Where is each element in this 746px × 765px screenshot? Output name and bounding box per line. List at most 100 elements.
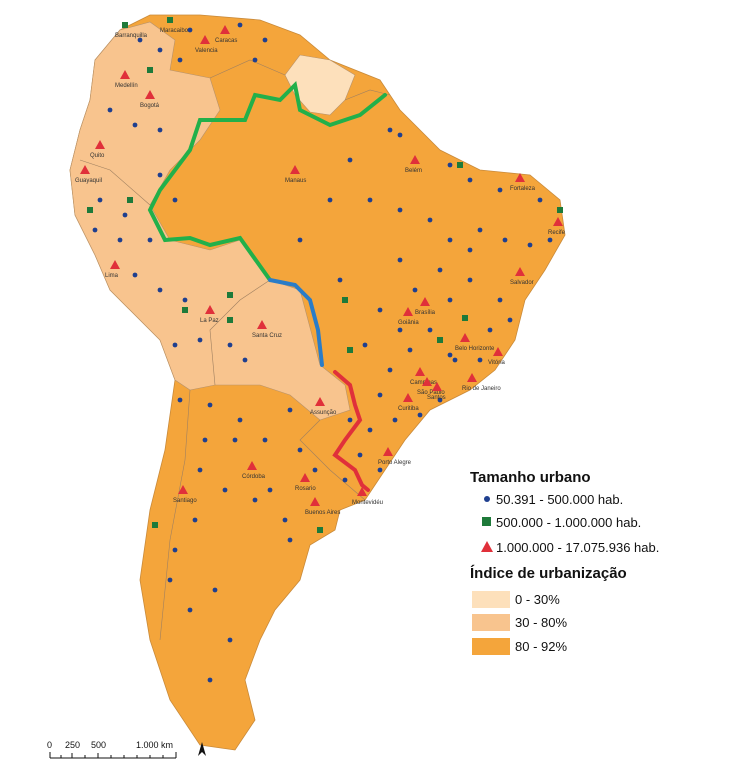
city-marker [167, 17, 173, 23]
mid-city [462, 315, 468, 321]
small-city [197, 337, 203, 343]
city-label: Lima [105, 273, 119, 279]
small-city [387, 127, 393, 133]
city-label: Santos [427, 395, 446, 401]
small-city [427, 327, 433, 333]
city-label: Goiânia [398, 320, 419, 326]
small-city [412, 287, 418, 293]
small-city [252, 57, 258, 63]
small-city [357, 452, 363, 458]
city-marker [110, 260, 120, 269]
legend-title: Tamanho urbano [470, 469, 591, 486]
city-marker [122, 22, 128, 28]
city-marker [515, 267, 525, 276]
mid-city [227, 292, 233, 298]
small-city [132, 272, 138, 278]
city-label: São Paulo [417, 390, 445, 396]
small-city [417, 412, 423, 418]
city-label: Buenos Aires [305, 510, 340, 516]
small-city [157, 172, 163, 178]
small-city [537, 197, 543, 203]
small-city [122, 212, 128, 218]
legend-item: 0 - 30% [515, 592, 560, 607]
small-city [157, 127, 163, 133]
region-30-80 [69, 21, 351, 421]
small-city [297, 237, 303, 243]
mid-city [557, 207, 563, 213]
small-city [157, 47, 163, 53]
small-city [477, 227, 483, 233]
small-city [387, 367, 393, 373]
small-city [397, 327, 403, 333]
mid-city [227, 317, 233, 323]
small-city [207, 402, 213, 408]
small-city [312, 467, 318, 473]
city-marker [420, 297, 430, 306]
city-label: Caracas [215, 38, 237, 44]
small-city [202, 437, 208, 443]
borders [79, 59, 391, 641]
city-marker [403, 393, 413, 402]
small-city [222, 487, 228, 493]
river-red [332, 370, 370, 492]
mid-city [127, 197, 133, 203]
city-marker [432, 382, 442, 391]
small-city [157, 287, 163, 293]
small-city [192, 517, 198, 523]
city-label: Santiago [173, 498, 197, 504]
city-marker [247, 461, 257, 470]
legend: Tamanho urbano 50.391 - 500.000 hab. 500… [470, 469, 659, 655]
small-city [337, 277, 343, 283]
border [209, 59, 286, 79]
legend-triangle [481, 541, 493, 552]
small-city [167, 577, 173, 583]
city-marker [315, 397, 325, 406]
border [159, 389, 191, 641]
small-city [467, 277, 473, 283]
mid-city [152, 522, 158, 528]
city-label: Vitória [488, 360, 506, 366]
city-marker [200, 35, 210, 44]
city-label: Recife [548, 230, 566, 236]
city-marker [553, 217, 563, 226]
city-label: Valencia [195, 48, 218, 54]
legend-item: 50.391 - 500.000 hab. [496, 492, 623, 507]
mid-city [182, 307, 188, 313]
city-label: Porto Alegre [378, 460, 412, 466]
legend-item: 80 - 92% [515, 639, 567, 654]
small-city [212, 587, 218, 593]
scale-label: 1.000 km [136, 740, 173, 750]
mid-city [437, 337, 443, 343]
city-label: Barranquilla [115, 33, 148, 39]
scale-label: 500 [91, 740, 106, 750]
small-city [137, 37, 143, 43]
city-label: Campinas [410, 380, 437, 386]
city-marker [415, 367, 425, 376]
city-label: Manaus [285, 178, 306, 184]
city-marker [205, 305, 215, 314]
river-blue [268, 278, 324, 367]
small-city [177, 397, 183, 403]
small-city [392, 417, 398, 423]
city-label: Córdoba [242, 474, 266, 480]
small-city [187, 27, 193, 33]
legend-item: 30 - 80% [515, 615, 567, 630]
region-0-30 [284, 54, 356, 116]
city-marker [515, 173, 525, 182]
small-city [187, 607, 193, 613]
city-marker [300, 473, 310, 482]
small-city [262, 437, 268, 443]
small-city [97, 197, 103, 203]
small-city [397, 257, 403, 263]
small-city [172, 197, 178, 203]
small-city [507, 317, 513, 323]
city-marker [120, 70, 130, 79]
city-label: Fortaleza [510, 186, 536, 192]
small-city [547, 237, 553, 243]
city-label: Montevidéu [352, 500, 383, 506]
city-marker [467, 373, 477, 382]
border [79, 159, 151, 206]
cities: Barranquilla Maracaibo Caracas Valencia Mede… [75, 17, 566, 516]
scale-label: 250 [65, 740, 80, 750]
